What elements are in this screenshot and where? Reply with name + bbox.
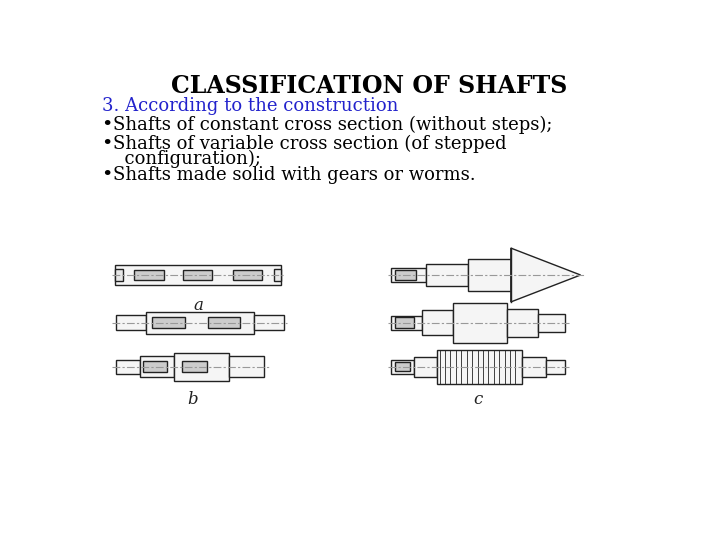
Bar — [538, 314, 565, 332]
Bar — [114, 269, 122, 281]
Bar — [183, 271, 212, 280]
Bar — [174, 353, 229, 381]
Text: Shafts of constant cross section (without steps);: Shafts of constant cross section (withou… — [113, 116, 553, 134]
Bar — [134, 271, 163, 280]
Bar — [468, 259, 510, 291]
Bar — [274, 269, 282, 281]
Bar — [395, 269, 416, 280]
Bar — [152, 318, 184, 328]
Bar — [233, 271, 262, 280]
Polygon shape — [510, 248, 580, 302]
Bar — [453, 303, 507, 343]
Bar — [143, 361, 167, 372]
Bar — [507, 309, 538, 336]
Bar — [395, 318, 414, 328]
Bar — [395, 362, 410, 372]
Bar — [391, 360, 414, 374]
Bar — [254, 315, 284, 330]
Bar — [391, 316, 422, 330]
Bar — [523, 356, 546, 377]
Bar — [391, 268, 426, 282]
Text: •: • — [102, 135, 113, 153]
Bar — [437, 350, 523, 383]
Text: •: • — [102, 116, 113, 133]
Bar — [182, 361, 207, 372]
Bar — [140, 356, 174, 377]
Text: CLASSIFICATION OF SHAFTS: CLASSIFICATION OF SHAFTS — [171, 74, 567, 98]
Bar — [117, 360, 140, 374]
Bar — [145, 312, 254, 334]
Text: •: • — [102, 166, 113, 185]
Text: b: b — [187, 392, 197, 408]
Text: c: c — [473, 392, 482, 408]
Bar — [229, 356, 264, 377]
Bar — [114, 265, 282, 285]
Text: a: a — [194, 296, 204, 314]
Text: Shafts of variable cross section (of stepped: Shafts of variable cross section (of ste… — [113, 135, 507, 153]
Bar — [546, 360, 565, 374]
Text: Shafts made solid with gears or worms.: Shafts made solid with gears or worms. — [113, 166, 476, 185]
Text: 3. According to the construction: 3. According to the construction — [102, 97, 398, 115]
Bar — [208, 318, 240, 328]
Text: configuration);: configuration); — [113, 150, 261, 168]
Bar — [117, 315, 145, 330]
Bar — [422, 310, 453, 335]
Bar — [426, 264, 468, 286]
Bar — [414, 356, 437, 377]
